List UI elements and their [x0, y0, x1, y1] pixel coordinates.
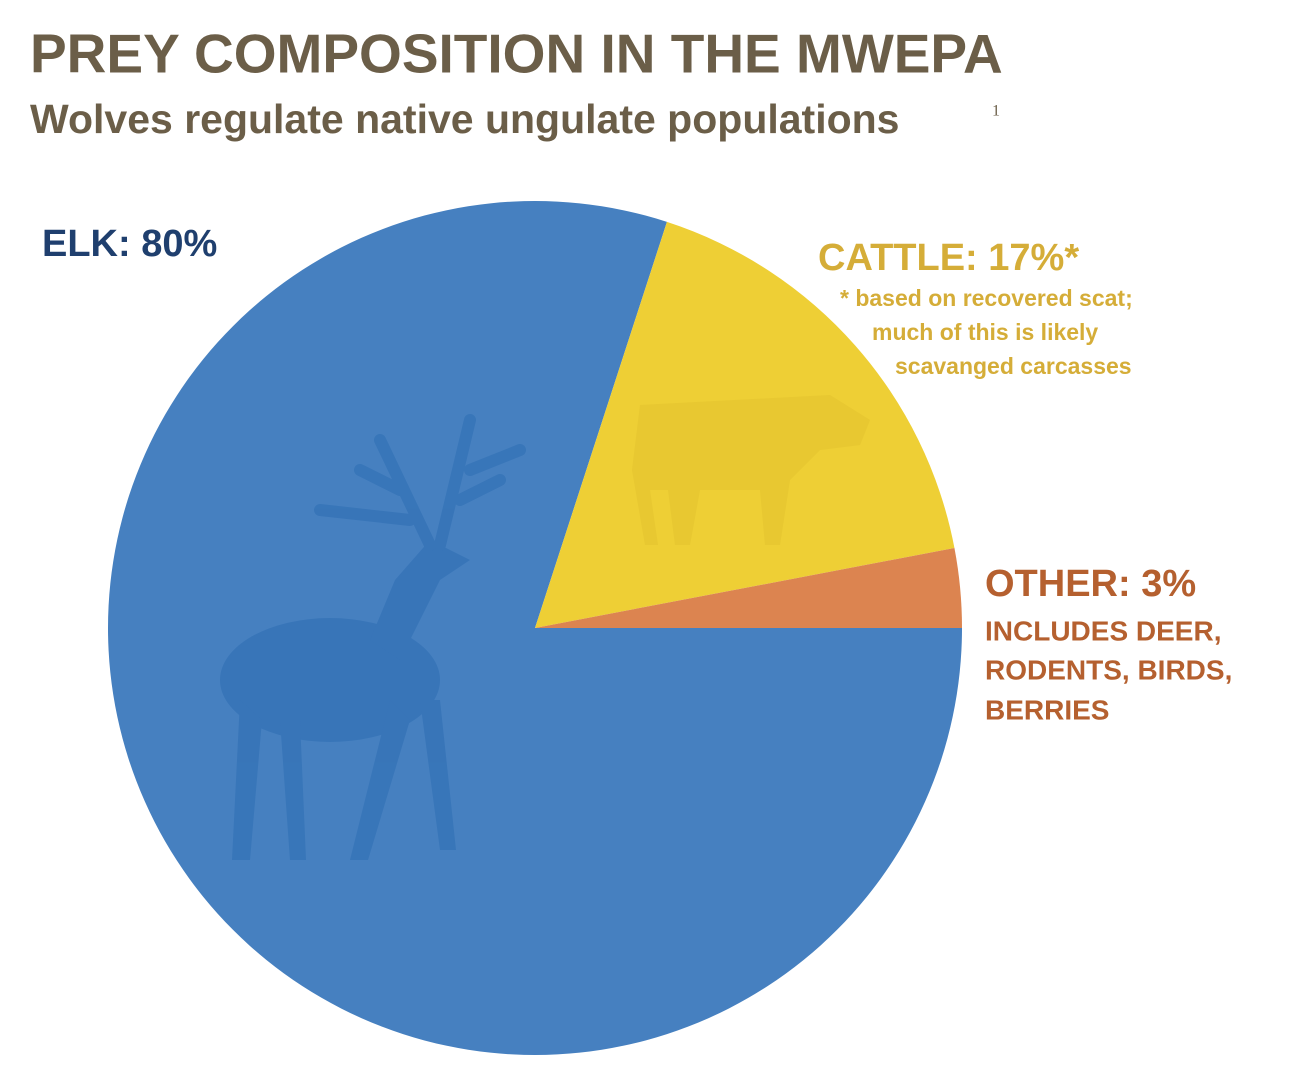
- slice-label: ELK: 80%: [42, 223, 217, 265]
- footnote-mark: 1: [992, 103, 1000, 120]
- annotation: BERRIES: [985, 694, 1109, 725]
- cattle-silhouette: [632, 395, 870, 545]
- elk-silhouette: [220, 414, 526, 860]
- slice-label: CATTLE: 17%*: [818, 237, 1079, 279]
- chart-title: PREY COMPOSITION IN THE MWEPA: [30, 23, 1003, 85]
- annotation: much of this is likely: [872, 319, 1098, 345]
- chart-subtitle: Wolves regulate native ungulate populati…: [30, 96, 900, 142]
- pie: [107, 200, 962, 1055]
- annotation: INCLUDES DEER,: [985, 615, 1221, 646]
- pie-slice: [107, 200, 962, 1055]
- annotation: * based on recovered scat;: [840, 285, 1133, 311]
- pie-slice: [535, 547, 962, 628]
- annotation: scavanged carcasses: [895, 353, 1132, 379]
- slice-label: OTHER: 3%: [985, 563, 1196, 605]
- annotation: RODENTS, BIRDS,: [985, 654, 1232, 685]
